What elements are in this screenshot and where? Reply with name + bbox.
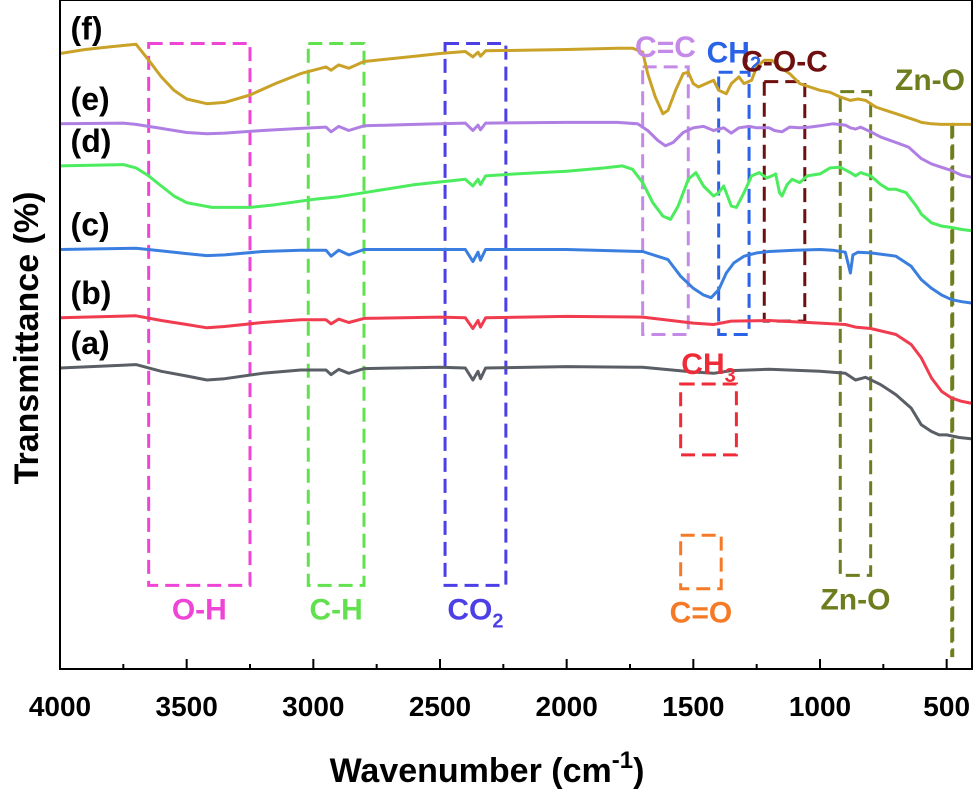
annotation-label-zn-o-9: Zn-O [895,64,965,97]
x-tick-label-2500: 2500 [409,691,471,722]
plot-frame [59,0,973,670]
annotation-box-ch3-6 [679,382,738,457]
series-label-d: (d) [71,123,112,159]
x-tick-label-3500: 3500 [156,691,218,722]
annotation-label-c-o-7: C=O [670,597,733,630]
series-labels: (a) (b) (c) (d) (e) (f) [71,11,112,361]
y-axis-label: Transmittance (%) [8,192,46,485]
series-label-e: (e) [71,81,110,117]
series-label-a: (a) [71,325,110,361]
x-tick-label-1500: 1500 [662,691,724,722]
x-tick-label-3000: 3000 [282,691,344,722]
annotation-box-zn-o-8 [838,90,873,577]
annotation-label-o-h-0: O-H [172,593,227,626]
annotation-label-c-h-1: C-H [309,593,362,626]
series-line-a [59,363,973,441]
annotation-label-c-o-c-5: C-O-C [741,46,828,79]
series-line-f [59,42,972,126]
series-line-e [59,120,973,179]
annotation-boxes [147,41,955,658]
x-axis-label-close: ) [633,752,644,790]
x-tick-label-500: 500 [923,691,970,722]
annotation-box-o-h-0 [147,41,252,587]
annotation-box-c-c-3 [641,65,690,337]
annotation-subscript: 2 [492,610,503,632]
x-axis-ticks: 4000 3500 3000 2500 2000 1500 1000 500 [29,659,970,722]
annotation-label-co2-2: CO2 [447,593,503,632]
annotation-box-c-h-1 [306,41,366,587]
series-line-b [59,314,973,405]
annotation-box-zn-o-9 [950,122,955,658]
annotation-box-ch2-4 [717,70,751,336]
x-tick-label-1000: 1000 [789,691,851,722]
series-label-b: (b) [71,275,112,311]
annotation-label-zn-o-8: Zn-O [820,583,890,616]
annotation-label-c-c-3: C=C [635,31,696,64]
series-line-c [59,246,973,305]
series-line-d [59,163,973,233]
series-label-f: (f) [71,11,103,47]
annotation-box-co2-2 [443,41,508,587]
x-axis-label-main: Wavenumber (cm [330,752,612,790]
annotation-subscript: 3 [725,365,736,387]
annotation-box-c-o-c-5 [762,80,807,323]
annotation-label-ch3-6: CH3 [681,348,735,387]
annotation-box-c-o-7 [679,533,723,591]
x-axis-label-sup: -1 [612,747,633,774]
x-tick-label-4000: 4000 [29,691,91,722]
series-label-c: (c) [71,207,110,243]
x-tick-label-2000: 2000 [536,691,598,722]
spectra-series [59,42,973,441]
x-axis-label: Wavenumber (cm-1) [330,747,645,790]
annotation-subscript: 2 [750,53,761,75]
